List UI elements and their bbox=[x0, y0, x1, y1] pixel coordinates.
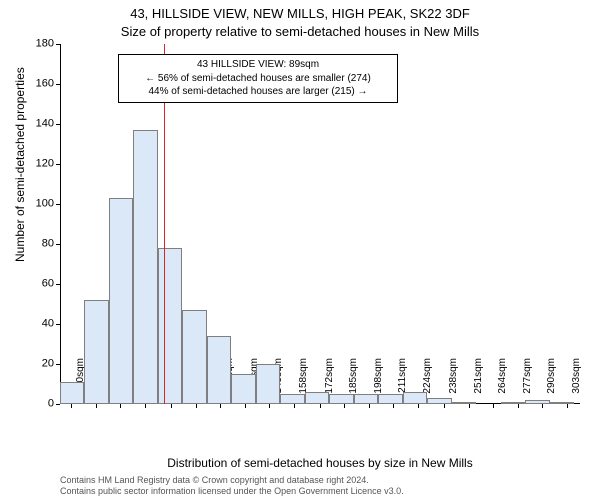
x-tick-mark bbox=[418, 404, 419, 408]
y-axis-label: Number of semi-detached properties bbox=[13, 202, 27, 262]
y-tick-mark bbox=[56, 84, 60, 85]
x-tick-mark bbox=[393, 404, 394, 408]
x-tick-label: 264sqm bbox=[497, 358, 508, 408]
chart-title-line2: Size of property relative to semi-detach… bbox=[0, 24, 600, 39]
x-tick-mark bbox=[269, 404, 270, 408]
annotation-box: 43 HILLSIDE VIEW: 89sqm← 56% of semi-det… bbox=[118, 54, 398, 103]
x-tick-mark bbox=[71, 404, 72, 408]
histogram-bar bbox=[329, 394, 353, 404]
x-tick-label: 303sqm bbox=[571, 358, 582, 408]
histogram-bar bbox=[182, 310, 206, 404]
histogram-bar bbox=[133, 130, 157, 404]
histogram-bar bbox=[84, 300, 108, 404]
x-tick-mark bbox=[294, 404, 295, 408]
y-tick-mark bbox=[56, 284, 60, 285]
annotation-line1: 43 HILLSIDE VIEW: 89sqm bbox=[125, 58, 391, 72]
histogram-bar bbox=[501, 402, 525, 404]
histogram-bar bbox=[525, 400, 549, 404]
histogram-bar bbox=[109, 198, 133, 404]
y-tick-mark bbox=[56, 364, 60, 365]
histogram-bar bbox=[231, 374, 255, 404]
histogram-bar bbox=[280, 394, 304, 404]
histogram-bar bbox=[256, 364, 280, 404]
x-tick-mark bbox=[542, 404, 543, 408]
y-tick-label: 40 bbox=[24, 319, 54, 330]
x-tick-mark bbox=[444, 404, 445, 408]
x-tick-mark bbox=[120, 404, 121, 408]
histogram-bar bbox=[427, 398, 451, 404]
x-tick-mark bbox=[245, 404, 246, 408]
x-tick-mark bbox=[567, 404, 568, 408]
y-tick-label: 60 bbox=[24, 279, 54, 290]
histogram-bar bbox=[378, 394, 402, 404]
x-tick-label: 251sqm bbox=[473, 358, 484, 408]
y-tick-mark bbox=[56, 244, 60, 245]
histogram-bar bbox=[452, 402, 476, 404]
attribution-line2: Contains public sector information licen… bbox=[60, 486, 580, 498]
y-tick-mark bbox=[56, 164, 60, 165]
histogram-bar bbox=[158, 248, 182, 404]
y-tick-mark bbox=[56, 204, 60, 205]
x-tick-mark bbox=[320, 404, 321, 408]
x-tick-mark bbox=[96, 404, 97, 408]
x-tick-mark bbox=[220, 404, 221, 408]
y-tick-label: 180 bbox=[24, 39, 54, 50]
y-tick-label: 0 bbox=[24, 399, 54, 410]
histogram-bar bbox=[60, 382, 84, 404]
y-tick-mark bbox=[56, 124, 60, 125]
x-tick-mark bbox=[518, 404, 519, 408]
histogram-bar bbox=[403, 392, 427, 404]
x-axis-label: Distribution of semi-detached houses by … bbox=[60, 456, 580, 470]
x-tick-mark bbox=[493, 404, 494, 408]
y-tick-label: 20 bbox=[24, 359, 54, 370]
y-tick-label: 100 bbox=[24, 199, 54, 210]
y-tick-label: 120 bbox=[24, 159, 54, 170]
x-tick-mark bbox=[145, 404, 146, 408]
y-tick-mark bbox=[56, 324, 60, 325]
y-tick-label: 160 bbox=[24, 79, 54, 90]
histogram-bar bbox=[305, 392, 329, 404]
annotation-line3: 44% of semi-detached houses are larger (… bbox=[125, 85, 391, 99]
x-tick-mark bbox=[171, 404, 172, 408]
x-tick-mark bbox=[369, 404, 370, 408]
histogram-bar bbox=[207, 336, 231, 404]
attribution-text: Contains HM Land Registry data © Crown c… bbox=[60, 475, 580, 498]
histogram-bar bbox=[550, 402, 574, 404]
attribution-line1: Contains HM Land Registry data © Crown c… bbox=[60, 475, 580, 487]
y-axis-line bbox=[60, 44, 61, 404]
x-tick-mark bbox=[196, 404, 197, 408]
x-tick-mark bbox=[344, 404, 345, 408]
y-tick-label: 80 bbox=[24, 239, 54, 250]
annotation-line2: ← 56% of semi-detached houses are smalle… bbox=[125, 72, 391, 86]
x-tick-mark bbox=[469, 404, 470, 408]
y-tick-mark bbox=[56, 404, 60, 405]
y-tick-mark bbox=[56, 44, 60, 45]
chart-title-line1: 43, HILLSIDE VIEW, NEW MILLS, HIGH PEAK,… bbox=[0, 6, 600, 21]
y-tick-label: 140 bbox=[24, 119, 54, 130]
histogram-bar bbox=[354, 394, 378, 404]
chart-plot-area: 02040608010012014016018040sqm53sqm66sqm7… bbox=[60, 44, 580, 404]
